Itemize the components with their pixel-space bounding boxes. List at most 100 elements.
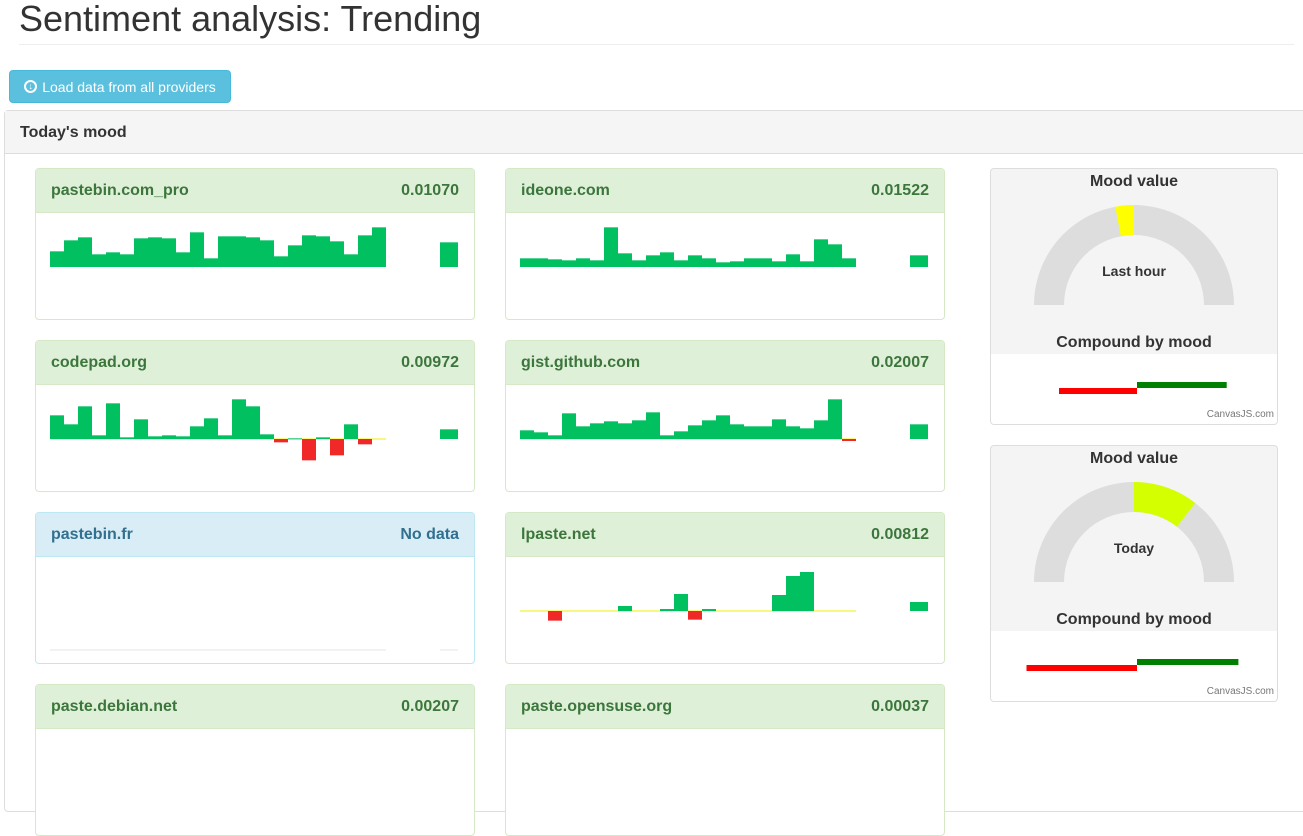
sparkline-bar (702, 258, 716, 267)
sparkline-bar (730, 424, 744, 439)
sparkline-bar (562, 260, 576, 267)
sparkline-bar (758, 426, 772, 439)
sparkline-bar (190, 232, 204, 267)
sparkline-bar (358, 235, 372, 267)
sparkline-bar (120, 437, 134, 439)
sparkline-bar (330, 439, 344, 456)
sparkline-bar (534, 432, 548, 439)
provider-card: codepad.org 0.00972 (35, 340, 475, 492)
sentiment-sparkline (520, 227, 928, 267)
canvasjs-credit[interactable]: CanvasJS.com (1206, 409, 1274, 420)
provider-card-header: paste.debian.net 0.00207 (36, 685, 474, 729)
sparkline-bar (520, 430, 534, 439)
sparkline-bar (618, 606, 632, 611)
sparkline-bar (316, 236, 330, 267)
sparkline-bar (646, 255, 660, 267)
sentiment-sparkline (50, 227, 458, 267)
gauge-track (1034, 205, 1234, 305)
divider (19, 44, 1294, 45)
sparkline-bar (218, 435, 232, 439)
sparkline-bar (800, 572, 814, 611)
sparkline-bar (260, 434, 274, 439)
sparkline-bar (716, 262, 730, 267)
provider-score: 0.00812 (871, 525, 929, 543)
provider-name: pastebin.com_pro (51, 181, 189, 199)
sparkline-bar (618, 423, 632, 439)
sparkline-bar (786, 426, 800, 439)
sparkline-bar (232, 399, 246, 439)
sparkline-bar (302, 235, 316, 267)
sparkline-bar (674, 431, 688, 439)
sparkline-bar (758, 258, 772, 267)
sparkline-bar (288, 438, 302, 440)
sparkline-bar (814, 239, 828, 267)
sparkline-bar (92, 435, 106, 439)
sparkline-bar (330, 241, 344, 267)
sparkline-bar (632, 420, 646, 439)
provider-name: paste.opensuse.org (521, 697, 673, 715)
sparkline-bar (162, 238, 176, 267)
sparkline-bar (660, 252, 674, 267)
sparkline-bar (50, 415, 64, 439)
sparkline-bar (548, 611, 562, 621)
sparkline-bar (828, 399, 842, 439)
provider-card-header: lpaste.net 0.00812 (506, 513, 944, 557)
sparkline-bar (688, 611, 702, 620)
total-bar (910, 255, 928, 267)
total-bar (910, 424, 928, 439)
sparkline-bar (204, 258, 218, 267)
sparkline-bar (316, 437, 330, 439)
sparkline-bar (176, 436, 190, 439)
sparkline-bar (204, 418, 218, 439)
load-data-label: Load data from all providers (42, 78, 216, 95)
sparkline-bar (730, 261, 744, 267)
sparkline-bar (64, 424, 78, 439)
mood-gauge-card: Mood value Compound by mood Today Canvas… (990, 445, 1278, 702)
sparkline-bar (548, 259, 562, 267)
sparkline-bar (590, 423, 604, 439)
sparkline-bar (576, 258, 590, 267)
sparkline-bar (716, 415, 730, 439)
sparkline-bar (786, 576, 800, 611)
canvasjs-credit[interactable]: CanvasJS.com (1206, 686, 1274, 697)
sparkline-bar (274, 439, 288, 443)
provider-name: lpaste.net (521, 525, 596, 543)
sparkline-bar (702, 609, 716, 611)
provider-card-header: pastebin.com_pro 0.01070 (36, 169, 474, 213)
sparkline-bar (246, 406, 260, 439)
sparkline-bar (106, 403, 120, 439)
sparkline-bar (632, 260, 646, 267)
sparkline-bar (190, 426, 204, 439)
sparkline-bar (176, 252, 190, 267)
provider-score: 0.01522 (871, 181, 929, 199)
sparkline-bar (302, 439, 316, 461)
sparkline-bar (688, 425, 702, 439)
provider-card-header: codepad.org 0.00972 (36, 341, 474, 385)
sparkline-bar (148, 436, 162, 439)
sparkline-bar (534, 258, 548, 267)
provider-card: gist.github.com 0.02007 (505, 340, 945, 492)
gauge-svg (1034, 205, 1234, 394)
compound-positive-bar (1137, 382, 1227, 388)
provider-card: paste.opensuse.org 0.00037 (505, 684, 945, 836)
sparkline-bar (842, 258, 856, 267)
sparkline-bar (674, 260, 688, 267)
load-data-button[interactable]: ↓ Load data from all providers (9, 70, 231, 103)
provider-card: ideone.com 0.01522 (505, 168, 945, 320)
todays-mood-panel: Today's mood (4, 110, 1303, 812)
sparkline-bar (64, 240, 78, 267)
sparkline-bar (772, 419, 786, 439)
provider-name: codepad.org (51, 353, 148, 371)
gauge-title: Mood value (1089, 450, 1178, 467)
sparkline-bar (842, 439, 856, 441)
sparkline-bar (562, 413, 576, 439)
provider-score: 0.02007 (871, 353, 929, 371)
total-bar (440, 242, 458, 267)
sparkline-bar (674, 594, 688, 611)
sparkline-bar (688, 255, 702, 267)
sentiment-sparkline (520, 572, 928, 621)
panel-title: Today's mood (5, 111, 1303, 154)
sparkline-bar (134, 238, 148, 267)
provider-card: paste.debian.net 0.00207 (35, 684, 475, 836)
gauge-title: Mood value (1089, 173, 1178, 190)
